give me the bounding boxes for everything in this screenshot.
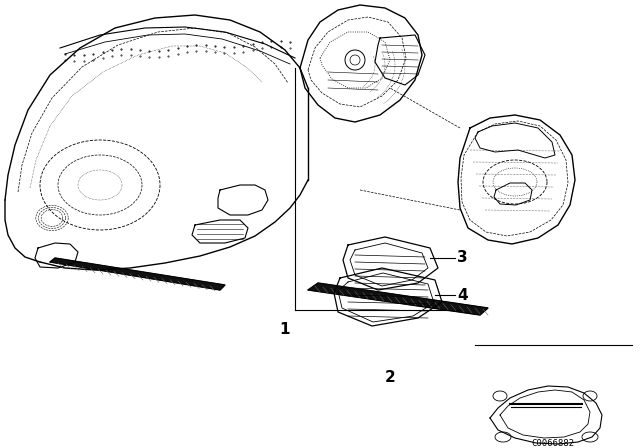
Text: 4: 4 [457, 288, 468, 302]
Polygon shape [50, 258, 225, 290]
Polygon shape [308, 283, 488, 315]
Text: 3: 3 [457, 250, 468, 266]
Text: 1: 1 [280, 322, 290, 337]
Text: 2: 2 [385, 370, 396, 385]
Text: C0066882: C0066882 [531, 439, 575, 448]
